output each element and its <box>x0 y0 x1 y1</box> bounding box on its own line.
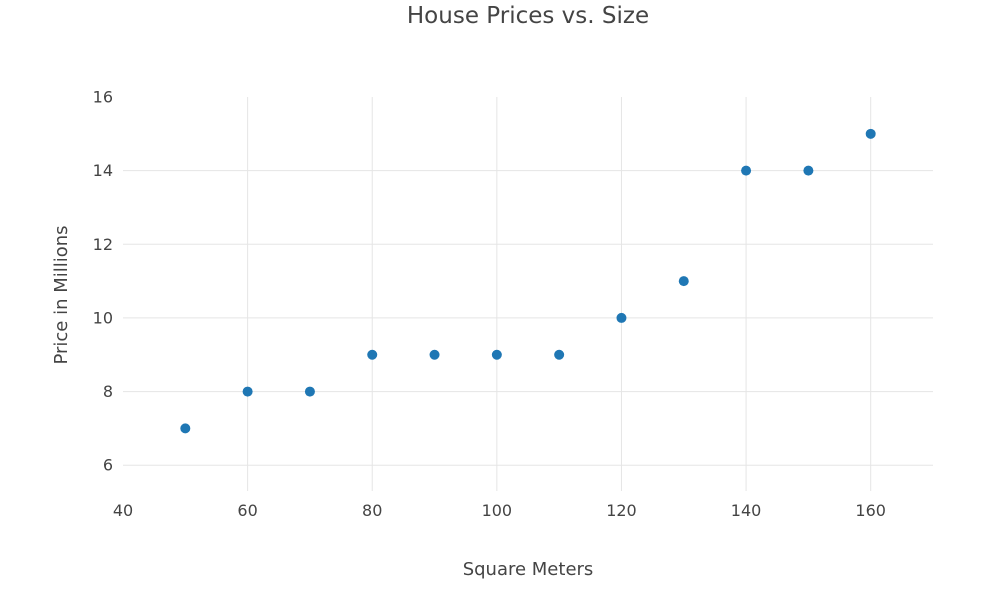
x-tick-label: 120 <box>606 501 637 520</box>
y-tick-label: 10 <box>93 308 113 327</box>
x-tick-label: 100 <box>482 501 513 520</box>
data-point <box>865 128 876 139</box>
y-tick-label: 14 <box>93 161 113 180</box>
x-tick-label: 140 <box>731 501 762 520</box>
data-point <box>678 276 689 287</box>
x-tick-label: 80 <box>362 501 382 520</box>
y-tick-label: 8 <box>103 382 113 401</box>
x-tick-label: 160 <box>855 501 886 520</box>
data-point <box>803 165 814 176</box>
data-point <box>616 312 627 323</box>
y-tick-label: 16 <box>93 88 113 107</box>
data-point <box>741 165 752 176</box>
x-tick-label: 40 <box>113 501 133 520</box>
data-point <box>180 423 191 434</box>
data-point <box>367 349 378 360</box>
x-tick-label: 60 <box>237 501 257 520</box>
y-tick-label: 6 <box>103 456 113 475</box>
chart-title: House Prices vs. Size <box>406 3 650 29</box>
data-point <box>491 349 502 360</box>
data-point <box>554 349 565 360</box>
y-tick-label: 12 <box>93 235 113 254</box>
x-axis-title: Square Meters <box>462 559 594 580</box>
data-point <box>242 386 253 397</box>
y-axis-title: Price in Millions <box>51 225 72 365</box>
data-point <box>304 386 315 397</box>
data-point <box>429 349 440 360</box>
